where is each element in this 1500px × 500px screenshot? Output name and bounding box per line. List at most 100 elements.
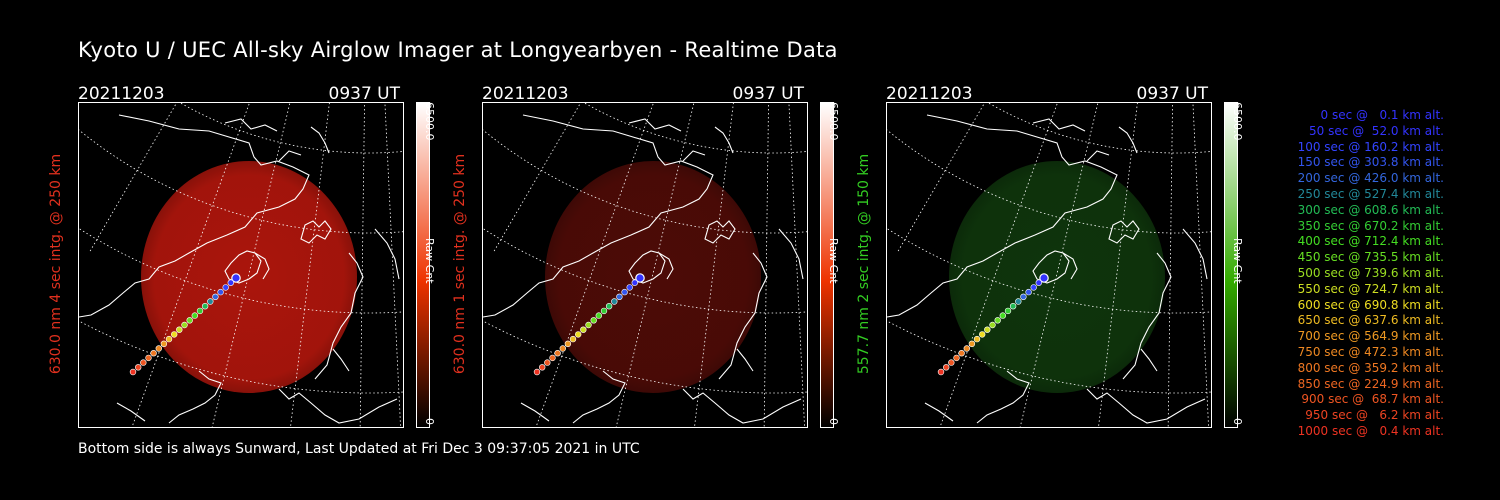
legend-row: 550 sec @ 724.7 km alt.: [1297, 281, 1444, 296]
trajectory-point: [968, 340, 976, 348]
panel-date: 20211203: [78, 84, 165, 104]
trajectory-point: [150, 350, 157, 357]
coastline: [736, 348, 754, 372]
longitude-line: [1192, 103, 1209, 427]
trajectory-point: [626, 284, 633, 291]
coastline: [332, 348, 350, 372]
legend-row: 650 sec @ 637.6 km alt.: [1297, 313, 1444, 328]
coastline: [1086, 388, 1206, 424]
trajectory-point: [1030, 284, 1037, 291]
trajectory-point: [635, 273, 645, 283]
colorbar-label: Raw Cnt: [423, 238, 436, 284]
trajectory-point: [181, 321, 188, 329]
legend-row: 800 sec @ 359.2 km alt.: [1297, 360, 1444, 375]
panel-time: 0937 UT: [732, 84, 805, 104]
legend-row: 50 sec @ 52.0 km alt.: [1309, 123, 1444, 138]
legend-row: 400 sec @ 712.4 km alt.: [1297, 234, 1444, 249]
trajectory-point: [978, 331, 986, 338]
colorbar-max: 6500.0: [827, 102, 840, 141]
trajectory-point: [533, 368, 541, 376]
page-title: Kyoto U / UEC All-sky Airglow Imager at …: [78, 38, 838, 62]
coastline: [704, 220, 736, 244]
legend-row: 1000 sec @ 0.4 km alt.: [1297, 423, 1444, 438]
legend-row: 900 sec @ 68.7 km alt.: [1301, 392, 1444, 407]
trajectory-point: [994, 317, 1001, 324]
coastline: [520, 402, 550, 422]
colorbar-min: 0: [827, 418, 840, 425]
coastline: [718, 252, 768, 380]
trajectory-point: [222, 284, 229, 291]
trajectory-point: [140, 359, 147, 366]
trajectory-point: [1004, 307, 1012, 315]
coastline: [278, 150, 302, 162]
legend-row: 700 sec @ 564.9 km alt.: [1297, 329, 1444, 344]
trajectory-point: [564, 340, 572, 348]
trajectory-legend: 0 sec @ 0.1 km alt. 50 sec @ 52.0 km alt…: [1262, 108, 1444, 440]
coastline: [628, 250, 666, 284]
coastline: [278, 388, 398, 424]
coastline: [1108, 220, 1140, 244]
coastline: [254, 252, 270, 280]
trajectory-point: [984, 326, 991, 333]
coastline: [374, 228, 400, 280]
latitude-line: [583, 103, 807, 154]
coastline: [168, 370, 222, 424]
longitude-line: [359, 103, 365, 427]
legend-row: 300 sec @ 608.6 km alt.: [1297, 202, 1444, 217]
legend-row: 950 sec @ 6.2 km alt.: [1305, 408, 1444, 423]
coastline: [300, 220, 332, 244]
footer-status: Bottom side is always Sunward, Last Upda…: [78, 441, 640, 457]
colorbar: [416, 102, 430, 428]
trajectory-point: [186, 317, 193, 324]
trajectory-point: [155, 345, 163, 352]
coastline: [79, 114, 310, 318]
trajectory-point: [212, 293, 219, 301]
panel-time: 0937 UT: [1136, 84, 1209, 104]
sky-disc: [545, 161, 761, 393]
panel-time: 0937 UT: [328, 84, 401, 104]
coastline: [976, 370, 1030, 424]
trajectory-point: [231, 273, 241, 283]
legend-row: 500 sec @ 739.6 km alt.: [1297, 265, 1444, 280]
trajectory-point: [574, 331, 582, 338]
longitude-line: [1098, 103, 1138, 427]
coastline: [682, 388, 802, 424]
legend-row: 150 sec @ 303.8 km alt.: [1297, 155, 1444, 170]
trajectory-point: [544, 359, 551, 366]
colorbar-min: 0: [423, 418, 436, 425]
coastline: [1032, 250, 1070, 284]
colorbar-label: Raw Cnt: [827, 238, 840, 284]
trajectory-point: [217, 288, 224, 296]
sky-disc: [141, 161, 357, 393]
legend-row: 250 sec @ 527.4 km alt.: [1297, 186, 1444, 201]
coastline: [310, 126, 330, 154]
longitude-line: [788, 103, 805, 427]
trajectory-point: [937, 368, 945, 376]
panel-wavelength-label: 630.0 nm 1 sec intg. @ 250 km: [452, 153, 468, 375]
trajectory-point: [538, 364, 546, 371]
coastline: [658, 252, 674, 280]
coastline: [224, 118, 278, 132]
sky-disc: [949, 161, 1165, 393]
trajectory-point: [227, 279, 235, 286]
trajectory-point: [145, 354, 152, 362]
coastline: [1062, 252, 1078, 280]
latitude-line: [987, 103, 1211, 154]
coastline: [628, 118, 682, 132]
coastline: [714, 126, 734, 154]
panel-date: 20211203: [482, 84, 569, 104]
trajectory-point: [549, 354, 556, 362]
trajectory-point: [611, 298, 618, 305]
colorbar-min: 0: [1231, 418, 1244, 425]
legend-row: 200 sec @ 426.0 km alt.: [1297, 171, 1444, 186]
trajectory-point: [585, 321, 592, 329]
latitude-line: [483, 228, 807, 314]
trajectory-point: [196, 307, 204, 315]
coastline: [682, 150, 706, 162]
coastline: [483, 114, 714, 318]
longitude-line: [1167, 103, 1173, 427]
colorbar: [1224, 102, 1238, 428]
longitude-line: [384, 103, 401, 427]
trajectory-point: [605, 303, 613, 310]
colorbar-label: Raw Cnt: [1231, 238, 1244, 284]
